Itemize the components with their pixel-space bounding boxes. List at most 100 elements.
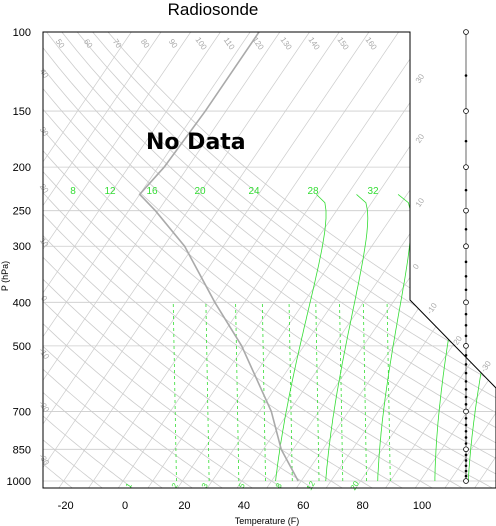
x-tick-label: 100 — [413, 500, 431, 512]
dry-adiabat-line — [43, 32, 227, 488]
y-tick-label: 1000 — [7, 476, 31, 488]
isotherm-line — [43, 32, 310, 488]
wind-level-dot — [464, 429, 468, 433]
moist-adiabat-label: 8 — [274, 481, 284, 490]
x-tick-label: 60 — [297, 500, 309, 512]
dry-adiabat-line — [43, 32, 496, 488]
isotherm-line — [353, 32, 496, 488]
mixing-ratio-label: 32 — [367, 186, 379, 197]
calm-wind-circle — [463, 299, 469, 306]
x-tick-label: 80 — [357, 500, 369, 512]
x-axis-label: Temperature (F) — [235, 516, 300, 526]
left-scale-label: 40 — [38, 67, 51, 80]
mixing-ratio-line — [362, 302, 367, 482]
dry-adiabat-line — [43, 32, 496, 488]
wind-level-dot — [464, 260, 468, 264]
dry-adiabat-line — [43, 32, 287, 488]
moist-adiabat-labels: 1 2 3 5 8 12 20 — [124, 479, 361, 492]
mixing-ratio-label: 16 — [146, 186, 158, 197]
calm-wind-circle — [463, 478, 469, 484]
wind-level-dot — [464, 227, 468, 231]
wind-level-dot — [464, 442, 468, 445]
isotherm-line — [116, 32, 429, 488]
mixing-ratio-label: 12 — [104, 186, 116, 197]
x-tick-label: 40 — [238, 500, 250, 512]
isotherm-line — [43, 32, 132, 488]
isotherm-line — [413, 32, 496, 488]
dry-adiabat-line — [43, 32, 496, 488]
wind-level-dot — [464, 459, 468, 462]
calm-wind-circle — [463, 446, 469, 453]
wind-level-dot — [464, 436, 468, 439]
isotherm-line — [43, 32, 192, 488]
moist-adiabat-label: 3 — [200, 481, 210, 490]
dry-adiabat-line — [107, 32, 496, 488]
wind-level-dot — [464, 354, 468, 357]
dry-adiabat-label: 150 — [336, 36, 351, 53]
mixing-ratio-labels: 8 12 16 20 24 28 32 — [70, 186, 379, 197]
grid-lines — [43, 32, 496, 488]
dry-adiabat-line — [43, 32, 377, 488]
mixing-ratio-label: 8 — [70, 186, 76, 197]
dry-adiabat-line — [92, 32, 496, 488]
isotherm-line — [43, 32, 221, 488]
y-tick-label: 400 — [13, 297, 31, 309]
dry-adiabat-line — [43, 32, 496, 488]
right-scale-label: 30 — [414, 72, 427, 85]
wind-level-dot — [464, 395, 468, 399]
left-scale-label: 0 — [39, 294, 49, 303]
calm-wind-circle — [463, 108, 469, 114]
right-scale-label: 0 — [411, 262, 421, 271]
isotherm-line — [86, 32, 399, 488]
dry-adiabat-label: 50 — [54, 37, 67, 50]
wind-level-dot — [464, 323, 468, 327]
moist-adiabat-line — [377, 194, 412, 482]
wind-barb-column — [463, 29, 469, 484]
dry-adiabat-label: 100 — [194, 36, 209, 53]
standard-atmosphere-line — [138, 32, 299, 482]
isotherm-line — [43, 32, 251, 488]
y-tick-label: 500 — [13, 341, 31, 353]
x-tick-label: 20 — [178, 500, 190, 512]
moist-adiabat-line — [325, 194, 369, 482]
dry-adiabat-label: 90 — [167, 37, 180, 50]
dry-adiabat-line — [43, 32, 468, 488]
dry-adiabat-line — [43, 32, 317, 488]
calm-wind-circle — [463, 408, 469, 415]
y-tick-label: 150 — [13, 106, 31, 118]
left-scale-label: 10 — [38, 236, 51, 249]
moist-adiabat-line — [467, 194, 496, 482]
dry-adiabat-line — [43, 32, 136, 488]
wind-level-dot — [464, 74, 468, 77]
wind-level-dot — [464, 380, 468, 383]
right-scale-label: 20 — [414, 132, 427, 145]
y-tick-label: 200 — [13, 162, 31, 174]
isotherm-line — [442, 32, 496, 488]
y-tick-label: 850 — [13, 444, 31, 456]
moist-adiabat-line — [275, 194, 327, 482]
dry-adiabat-line — [46, 32, 496, 488]
chart-title: Radiosonde — [168, 0, 259, 19]
mixing-ratio-label: 28 — [307, 186, 319, 197]
dry-adiabat-line — [43, 32, 407, 488]
wind-level-dot — [464, 139, 468, 143]
y-tick-label: 250 — [13, 206, 31, 218]
dry-adiabat-label: 110 — [222, 36, 237, 52]
x-tick-labels: -20 0 20 40 60 80 100 — [58, 500, 432, 512]
isotherm-line — [383, 32, 496, 488]
wind-level-dot — [464, 371, 468, 375]
wind-level-dot — [464, 188, 468, 192]
wind-level-dot — [464, 363, 468, 366]
dry-adiabat-line — [43, 32, 197, 488]
no-data-annotation: No Data — [146, 130, 246, 155]
y-tick-label: 700 — [13, 406, 31, 418]
dry-adiabat-line — [61, 32, 496, 488]
left-scale-label: 20 — [38, 182, 51, 195]
isotherm-line — [205, 32, 496, 488]
wind-level-dot — [464, 453, 468, 457]
left-scale-label: -30 — [37, 452, 51, 467]
x-tick-label: -20 — [58, 500, 74, 512]
moist-adiabat-label: 2 — [170, 481, 180, 490]
dry-adiabat-line — [43, 32, 257, 488]
